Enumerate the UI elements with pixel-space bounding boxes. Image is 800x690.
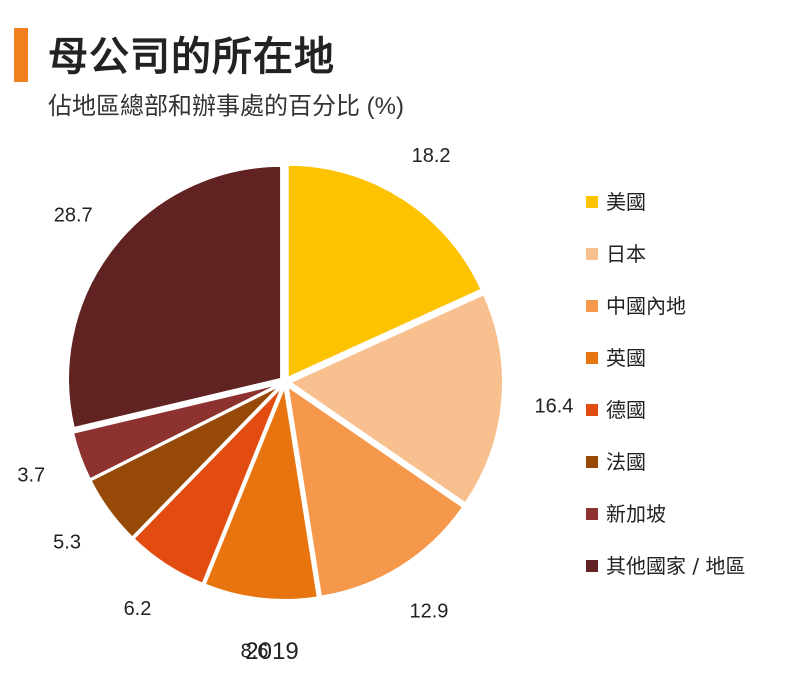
legend-swatch	[586, 456, 598, 468]
slice-value-label: 28.7	[54, 205, 93, 227]
chart-subtitle: 佔地區總部和辦事處的百分比 (%)	[48, 93, 404, 120]
slice-value-label: 18.2	[412, 145, 451, 167]
legend-label: 美國	[606, 190, 646, 214]
title-accent-bar	[14, 28, 28, 82]
legend-swatch	[586, 508, 598, 520]
value-labels: 18.2 16.4 12.9 8.6 6.2 5.3 3.7 28.7	[17, 145, 573, 662]
legend-label: 日本	[606, 242, 646, 266]
legend-label: 法國	[606, 450, 646, 474]
pie-slice	[89, 384, 282, 539]
legend-swatch	[586, 560, 598, 572]
pie-slices	[67, 163, 504, 601]
legend-label: 英國	[606, 346, 646, 370]
pie-slice	[286, 163, 483, 380]
chart-title: 母公司的所在地	[48, 35, 335, 79]
pie-slice	[287, 292, 504, 505]
slice-value-label: 12.9	[409, 600, 448, 622]
slice-value-label: 6.2	[124, 598, 152, 620]
legend-swatch	[586, 248, 598, 260]
pie-slice	[67, 164, 283, 430]
slice-value-label: 16.4	[534, 396, 573, 418]
legend-label: 德國	[606, 398, 646, 422]
legend-swatch	[586, 300, 598, 312]
slice-value-label: 8.6	[241, 640, 269, 662]
year-caption: 2019	[245, 638, 298, 665]
legend-label: 中國內地	[606, 294, 686, 318]
slice-value-label: 3.7	[17, 464, 45, 486]
pie-slice	[71, 382, 281, 481]
pie-slice	[286, 384, 465, 598]
legend-label: 新加坡	[606, 502, 666, 526]
pie-slice	[203, 383, 319, 601]
legend-label: 其他國家 / 地區	[606, 554, 745, 578]
slice-value-label: 5.3	[53, 531, 81, 553]
legend-swatch	[586, 352, 598, 364]
pie-slice	[132, 385, 284, 586]
legend-swatch	[586, 196, 598, 208]
legend-swatch	[586, 404, 598, 416]
